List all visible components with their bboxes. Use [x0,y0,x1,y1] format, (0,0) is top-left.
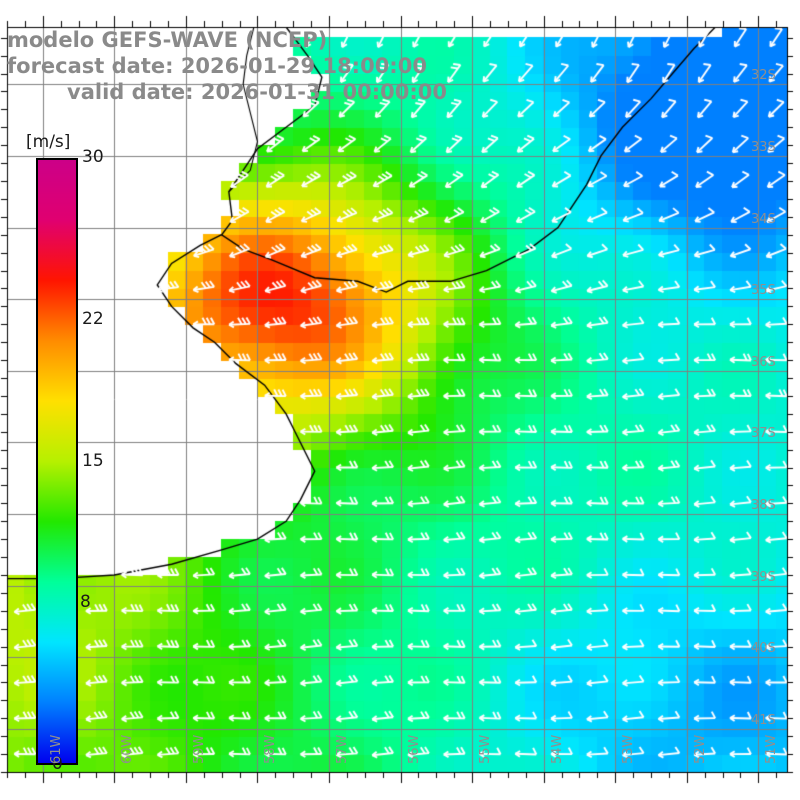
x-axis-label-61W: 61W [48,734,64,764]
y-axis-label-32S: 32S [751,68,776,84]
x-axis-label-57W: 57W [335,734,351,764]
y-axis-label-39S: 39S [751,569,776,585]
colorbar-unit-label: [m/s] [26,132,71,152]
y-axis-label-33S: 33S [751,139,776,155]
colorbar-tick-15: 15 [82,450,104,471]
y-axis-label-40S: 40S [751,641,776,657]
y-axis-label-34S: 34S [751,211,776,227]
x-axis-label-51W: 51W [764,734,780,764]
x-axis-label-58W: 58W [263,734,279,764]
colorbar-tick-22: 22 [82,308,104,329]
colorbar-gradient [38,160,76,763]
x-axis-label-55W: 55W [478,734,494,764]
colorbar-tick-8: 8 [80,592,91,613]
y-axis-label-38S: 38S [751,498,776,514]
y-axis-label-36S: 36S [751,354,776,370]
y-axis-label-35S: 35S [751,283,776,299]
colorbar-tick-30: 30 [82,147,104,167]
y-axis-label-37S: 37S [751,426,776,442]
x-axis-label-60W: 60W [120,734,136,764]
colorbar [36,158,78,765]
y-axis-label-41S: 41S [751,713,776,729]
colorbar-tick-0: 0 [52,754,63,774]
x-axis-label-52W: 52W [692,734,708,764]
x-axis-label-56W: 56W [406,734,422,764]
x-axis-label-59W: 59W [191,734,207,764]
x-axis-label-54W: 54W [549,734,565,764]
x-axis-label-53W: 53W [621,734,637,764]
